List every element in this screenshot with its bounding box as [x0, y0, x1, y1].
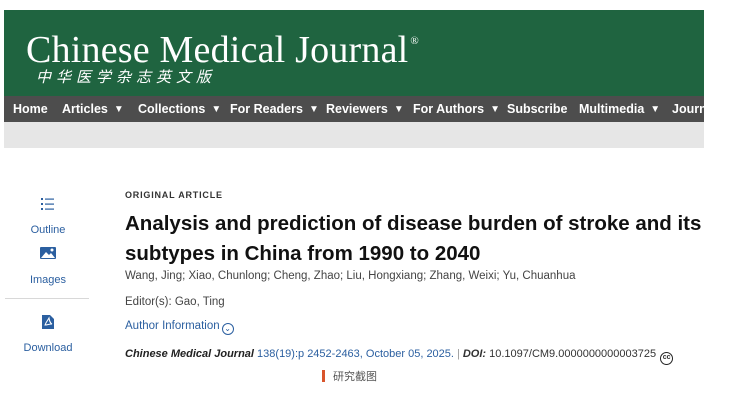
nav-item-home[interactable]: Home [13, 102, 48, 116]
journal-banner: Chinese Medical Journal ® 中华医学杂志英文版 [4, 10, 704, 96]
chevron-down-icon: ▼ [393, 104, 404, 115]
nav-item-reviewers[interactable]: Reviewers ▼ [326, 96, 404, 122]
registered-mark: ® [410, 35, 419, 47]
main-navigation: Home Articles ▼ Collections ▼ For Readers ▼… [4, 96, 704, 122]
image-icon [8, 246, 88, 264]
download-label: Download [23, 342, 73, 354]
chevron-down-icon: ▼ [211, 104, 222, 115]
journal-title: Chinese Medical Journal [26, 29, 409, 71]
chevron-down-icon: ▼ [490, 104, 500, 115]
outline-label: Outline [30, 224, 66, 236]
nav-item-subscribe[interactable]: Subscribe [507, 102, 568, 116]
images-button[interactable]: Images [8, 246, 88, 288]
nav-item-collections[interactable]: Collections ▼ [138, 96, 221, 122]
chevron-down-icon: ▼ [308, 104, 319, 115]
nav-item-journal[interactable]: Journa [672, 102, 704, 116]
citation-volume-link[interactable]: 138(19):p 2452-2463, October 05, 2025. [257, 348, 454, 360]
citation-journal: Chinese Medical Journal [125, 348, 254, 360]
image-caption: 研究截图 [322, 368, 377, 384]
doi-value[interactable]: 10.1097/CM9.0000000000003725 [489, 348, 657, 360]
list-icon [8, 196, 88, 214]
nav-item-for-authors[interactable]: For Authors ▼ [413, 96, 500, 122]
download-button[interactable]: Download [8, 314, 88, 356]
sidebar-divider [5, 298, 89, 299]
citation-separator: | [456, 348, 460, 360]
nav-item-for-readers[interactable]: For Readers ▼ [230, 96, 319, 122]
chevron-down-icon: ▼ [650, 104, 661, 115]
nav-item-articles[interactable]: Articles ▼ [62, 96, 124, 122]
journal-chinese-title: 中华医学杂志英文版 [36, 68, 217, 86]
article-type-label: ORIGINAL ARTICLE [125, 190, 223, 200]
outline-button[interactable]: Outline [8, 196, 88, 238]
nav-item-multimedia[interactable]: Multimedia ▼ [579, 96, 660, 122]
doi-label: DOI: [462, 348, 487, 360]
article-title: Analysis and prediction of disease burde… [125, 212, 702, 265]
author-information-toggle[interactable]: Author Information ⌄ [125, 320, 234, 335]
chevron-down-icon: ▼ [113, 104, 124, 115]
author-list[interactable]: Wang, Jing; Xiao, Chunlong; Cheng, Zhao;… [125, 270, 576, 282]
pdf-icon [8, 314, 88, 332]
sub-navigation-bar [4, 122, 704, 148]
caption-accent-bar [322, 370, 325, 382]
editor-list: Editor(s): Gao, Ting [125, 296, 225, 308]
citation-line: Chinese Medical Journal 138(19):p 2452-2… [125, 348, 674, 365]
creative-commons-icon[interactable]: cc [660, 352, 674, 365]
chevron-down-circle-icon: ⌄ [221, 323, 234, 335]
images-label: Images [29, 274, 67, 286]
journal-logo[interactable]: Chinese Medical Journal ® [26, 28, 419, 72]
caption-text: 研究截图 [333, 371, 377, 383]
author-information-label: Author Information [125, 320, 220, 332]
